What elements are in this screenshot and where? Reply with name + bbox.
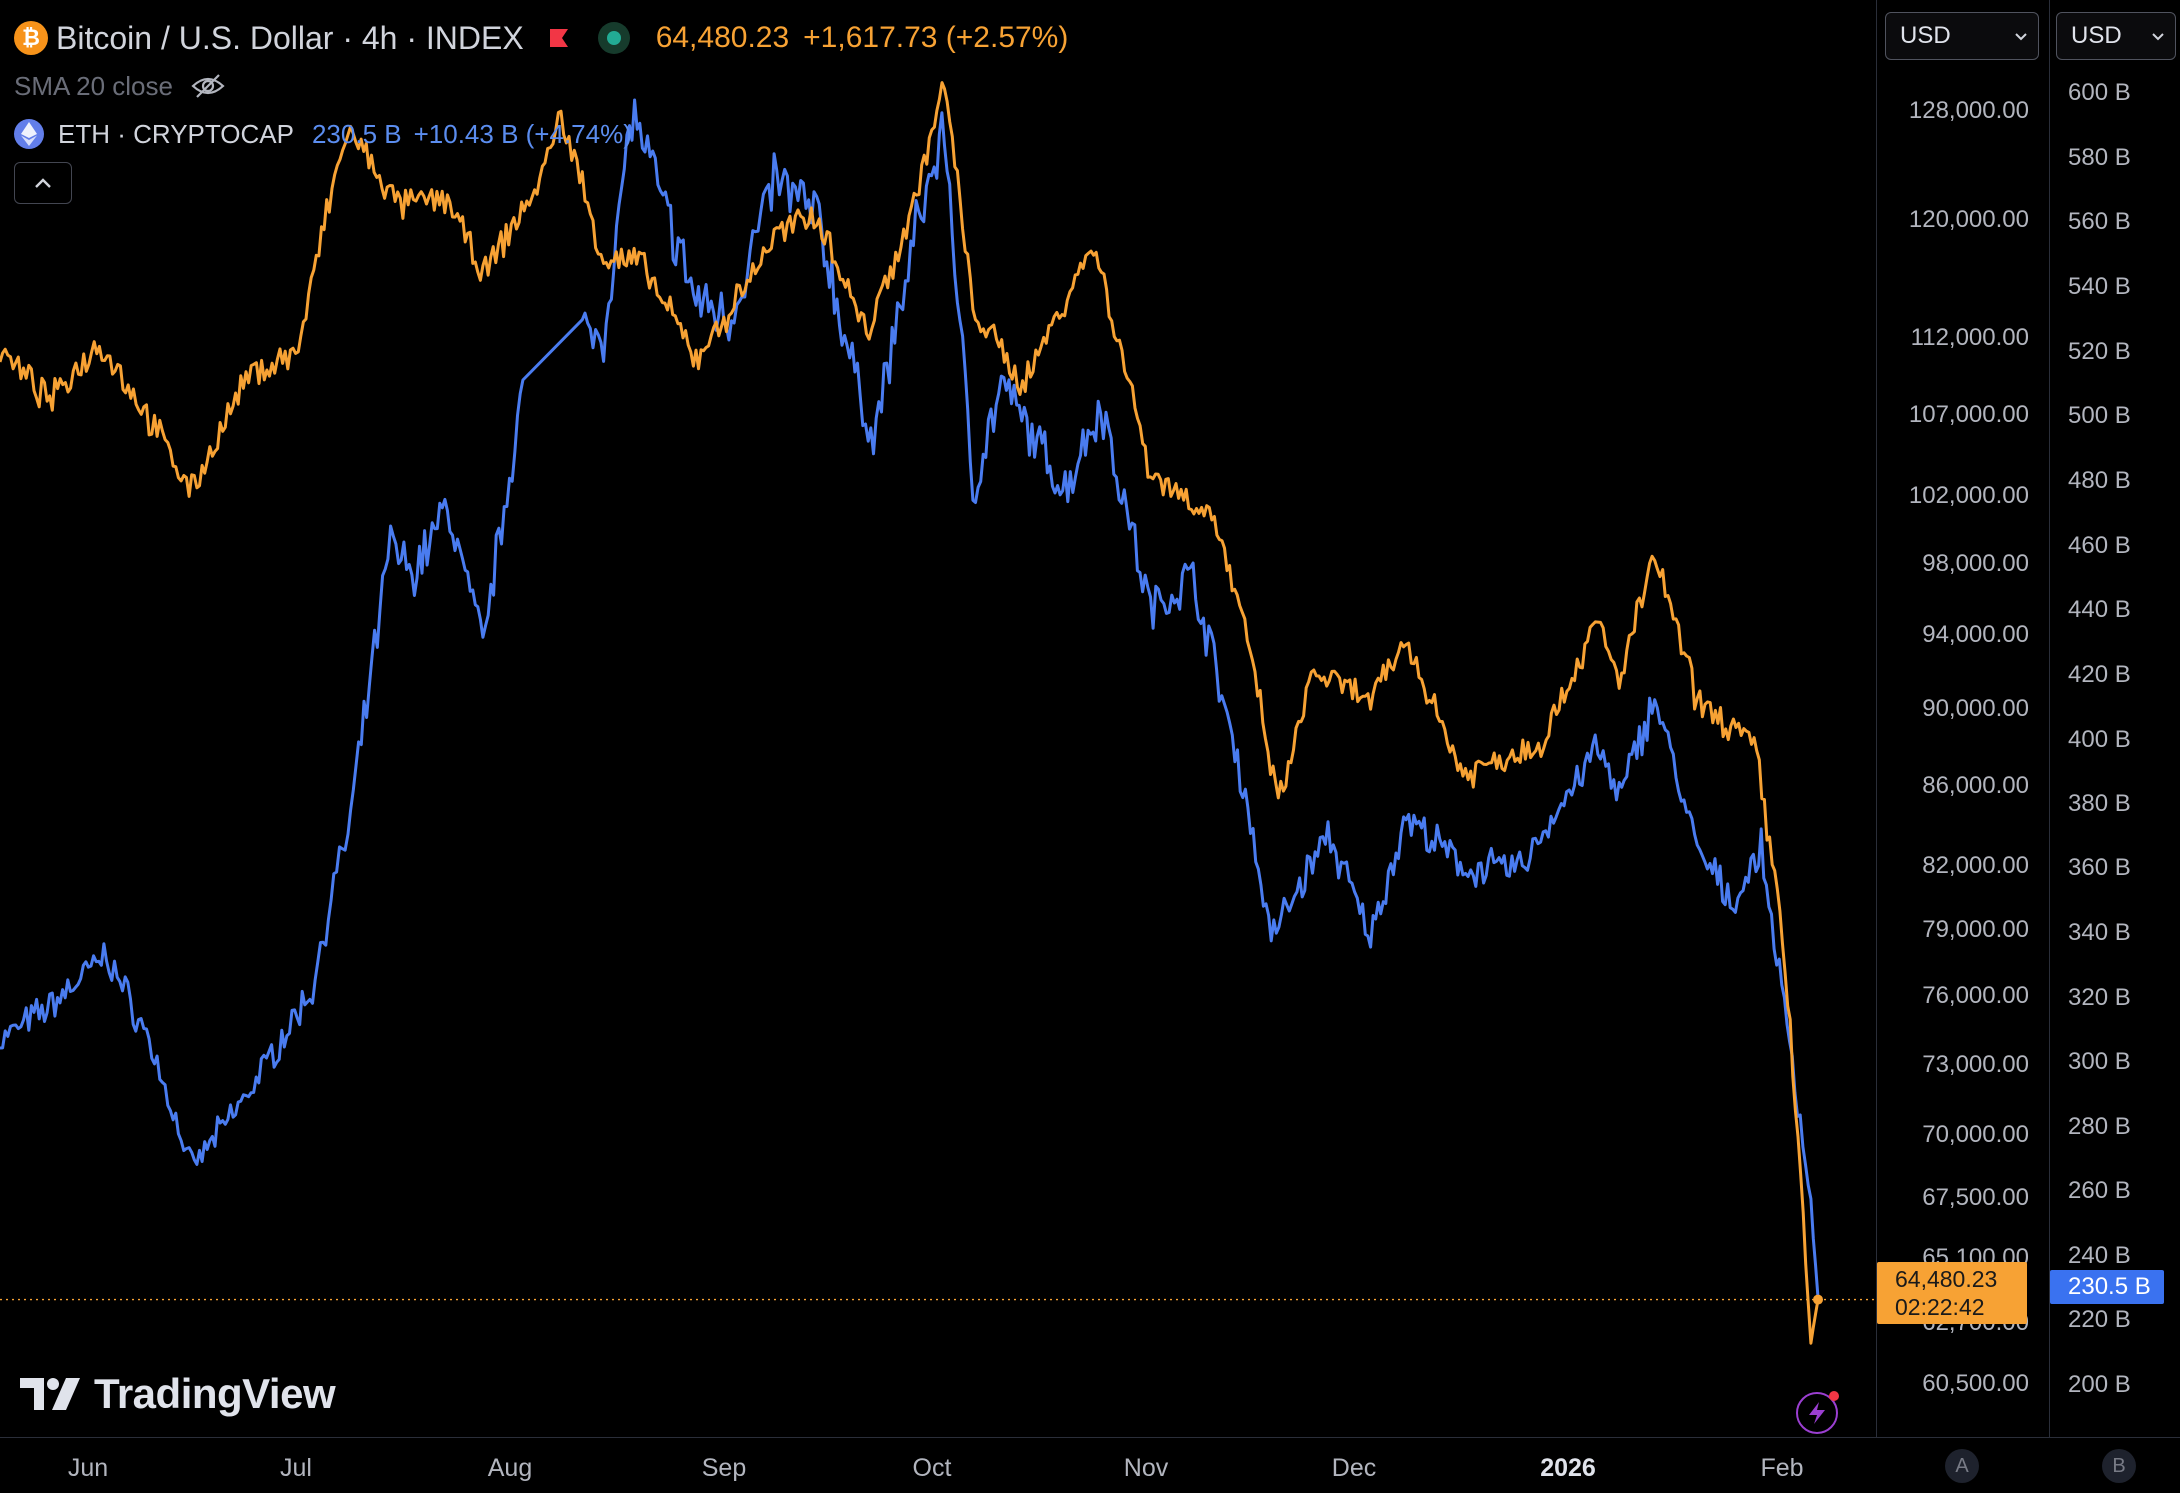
indicator-row[interactable]: SMA 20 close <box>14 62 1068 110</box>
ethereum-icon <box>14 119 44 149</box>
price-tick-b: 260 B <box>2068 1177 2131 1204</box>
price-tick-b: 340 B <box>2068 919 2131 946</box>
price-tick-a: 102,000.00 <box>1908 482 2029 509</box>
chevron-up-icon <box>35 178 51 188</box>
scale-b-toggle[interactable]: B <box>2102 1449 2136 1483</box>
price-tick-b: 400 B <box>2068 726 2131 753</box>
chart-area[interactable]: ₿ Bitcoin / U.S. Dollar · 4h · INDEX 64,… <box>0 0 1876 1437</box>
price-plot[interactable] <box>0 0 1876 1437</box>
price-tick-b: 540 B <box>2068 273 2131 300</box>
price-tick-a: 70,000.00 <box>1922 1121 2029 1148</box>
price-tick-a: 107,000.00 <box>1908 401 2029 428</box>
price-tick-a: 112,000.00 <box>1910 324 2029 351</box>
tradingview-logo[interactable]: TradingView <box>20 1370 336 1418</box>
price-tick-a: 86,000.00 <box>1922 772 2029 799</box>
price-tick-a: 98,000.00 <box>1922 550 2029 577</box>
btc-series-line[interactable] <box>0 81 1820 1345</box>
price-tick-a: 94,000.00 <box>1922 621 2029 648</box>
time-axis[interactable]: Jun Jul Aug Sep Oct Nov Dec 2026 Feb A B <box>0 1437 2180 1493</box>
time-tick: Feb <box>1760 1454 1804 1482</box>
time-tick: Jun <box>67 1454 109 1482</box>
compare-symbol-row[interactable]: ETH · CRYPTOCAP 230.5 B +10.43 B (+4.74%… <box>14 110 1068 158</box>
price-tick-b: 440 B <box>2068 596 2131 623</box>
tradingview-logo-icon <box>20 1378 80 1410</box>
lightning-alert-icon[interactable] <box>1796 1391 1839 1434</box>
currency-select-b[interactable]: USD <box>2056 12 2176 60</box>
price-tick-a: 79,000.00 <box>1922 916 2029 943</box>
time-tick: Oct <box>912 1454 952 1482</box>
price-tick-a: 67,500.00 <box>1922 1184 2029 1211</box>
price-tick-b: 380 B <box>2068 790 2131 817</box>
price-tick-a: 82,000.00 <box>1922 852 2029 879</box>
sma-indicator-label[interactable]: SMA 20 close <box>14 70 173 101</box>
price-tick-b: 200 B <box>2068 1371 2131 1398</box>
collapse-legend-button[interactable] <box>14 162 72 204</box>
eth-value: 230.5 B <box>311 118 402 149</box>
hidden-eye-icon[interactable] <box>191 73 225 99</box>
currency-select-a[interactable]: USD <box>1885 12 2039 60</box>
time-tick: Jul <box>280 1454 312 1482</box>
price-tick-b: 480 B <box>2068 467 2131 494</box>
last-price-marker <box>1813 1294 1823 1305</box>
price-tick-b: 600 B <box>2068 79 2131 106</box>
price-tick-a: 128,000.00 <box>1908 97 2029 124</box>
price-axis-b[interactable]: USD 600 B 580 B 560 B 540 B 520 B 500 B 480 B 4… <box>2049 0 2180 1437</box>
watermark-text: TradingView <box>94 1370 336 1417</box>
eth-change: +10.43 B (+4.74%) <box>413 118 632 149</box>
price-tick-b: 460 B <box>2068 532 2131 559</box>
eth-last-value-tag: 230.5 B <box>2050 1270 2164 1304</box>
price-tick-b: 420 B <box>2068 661 2131 688</box>
symbol-title[interactable]: Bitcoin / U.S. Dollar · 4h · INDEX <box>56 19 524 56</box>
time-tick: Nov <box>1123 1454 1169 1482</box>
time-tick: 2026 <box>1540 1454 1596 1482</box>
price-tick-a: 73,000.00 <box>1922 1051 2029 1078</box>
price-tick-b: 320 B <box>2068 984 2131 1011</box>
time-tick: Dec <box>1331 1454 1377 1482</box>
price-tick-b: 220 B <box>2068 1306 2131 1333</box>
last-price-value: 64,480.23 <box>1895 1266 1998 1292</box>
price-tick-b: 500 B <box>2068 402 2131 429</box>
chevron-down-icon <box>2015 33 2027 41</box>
price-tick-b: 580 B <box>2068 144 2131 171</box>
price-axis-a[interactable]: USD 128,000.00 120,000.00 112,000.00 107,00… <box>1876 0 2049 1437</box>
price-tick-a: 60,500.00 <box>1922 1370 2029 1397</box>
bar-countdown: 02:22:42 <box>1895 1294 1985 1320</box>
eth-series-line[interactable] <box>0 98 1820 1298</box>
price-tick-b: 560 B <box>2068 208 2131 235</box>
btc-change: +1,617.73 (+2.57%) <box>803 21 1069 54</box>
price-tick-b: 300 B <box>2068 1048 2131 1075</box>
time-tick: Sep <box>701 1454 747 1482</box>
scale-a-toggle[interactable]: A <box>1945 1449 1979 1483</box>
bitcoin-icon: ₿ <box>14 21 48 55</box>
btc-last-price: 64,480.23 <box>655 21 790 54</box>
eth-symbol-label[interactable]: ETH · CRYPTOCAP <box>58 118 294 149</box>
price-tick-a: 76,000.00 <box>1922 982 2029 1009</box>
price-tick-a: 90,000.00 <box>1922 695 2029 722</box>
price-tick-b: 360 B <box>2068 854 2131 881</box>
price-tick-a: 120,000.00 <box>1908 206 2029 233</box>
price-tick-b: 520 B <box>2068 338 2131 365</box>
price-tick-b: 240 B <box>2068 1242 2131 1269</box>
chart-legend: ₿ Bitcoin / U.S. Dollar · 4h · INDEX 64,… <box>14 14 1068 158</box>
last-price-tag: 64,480.23 02:22:42 <box>1877 1262 2027 1324</box>
flag-icon[interactable] <box>548 27 570 49</box>
market-status-icon[interactable] <box>597 22 630 54</box>
time-tick: Aug <box>487 1454 533 1482</box>
main-symbol-row[interactable]: ₿ Bitcoin / U.S. Dollar · 4h · INDEX 64,… <box>14 14 1068 62</box>
chevron-down-icon <box>2152 33 2164 41</box>
price-tick-b: 280 B <box>2068 1113 2131 1140</box>
